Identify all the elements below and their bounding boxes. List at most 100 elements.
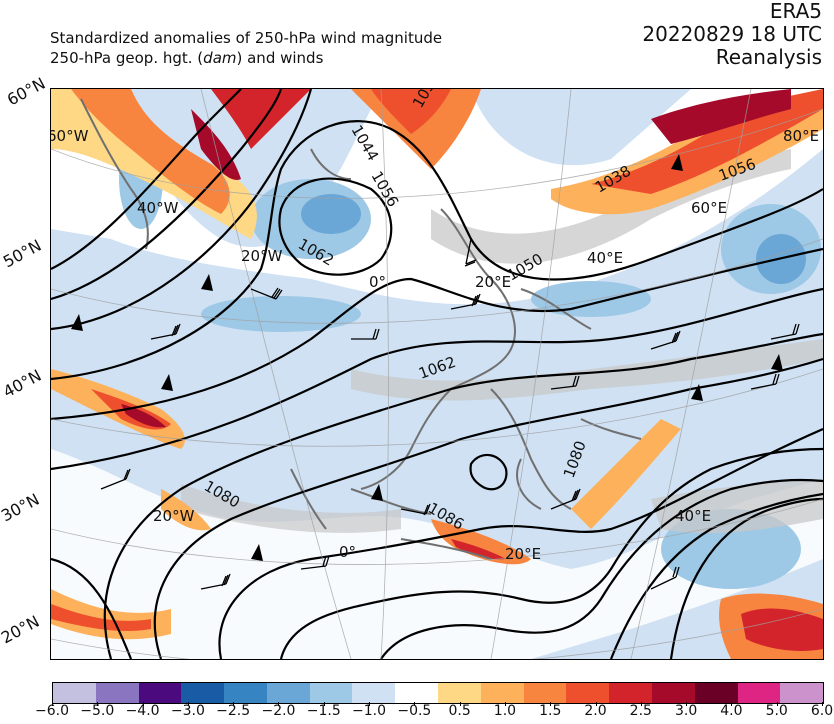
wind-pennant — [371, 484, 383, 501]
map-svg: 60°W 40°W 20°W 0° 20°E 40°E 60°E 80°E 20… — [51, 89, 823, 659]
colorbar-swatch — [95, 683, 139, 703]
lon-label-20e: 20°E — [475, 273, 511, 291]
graticule-line — [200, 89, 352, 659]
colorbar-swatch — [609, 683, 652, 703]
colorbar — [52, 682, 824, 704]
colorbar-tickmark — [52, 702, 53, 706]
jet-anomaly-core — [371, 89, 451, 134]
wind-barb — [770, 323, 800, 340]
contour-line — [51, 287, 823, 471]
title-unit: dam — [203, 49, 237, 67]
colorbar-tickmark — [686, 702, 688, 706]
colorbar-tick-label: 2.0 — [584, 703, 607, 719]
chart-info: ERA5 20220829 18 UTC Reanalysis — [642, 0, 822, 69]
wind-pennant — [671, 154, 683, 171]
colorbar-tick-label: 1.5 — [539, 703, 562, 719]
jet-anomaly-region — [161, 489, 211, 531]
colorbar-tickmark — [97, 702, 99, 706]
product-type: Reanalysis — [715, 45, 822, 69]
wind-barb — [150, 323, 181, 340]
lat-label-50n: 50°N — [0, 235, 45, 272]
colorbar-tick-label: −4.0 — [125, 703, 160, 719]
colorbar-tick-label: −0.5 — [397, 703, 432, 719]
jet-anomaly-region — [571, 419, 681, 529]
wind-barb — [650, 330, 681, 350]
graticule-line — [630, 89, 752, 659]
colorbar-swatch — [266, 683, 310, 703]
contour-line — [153, 357, 823, 659]
wind-pennant — [771, 354, 783, 371]
colorbar-tickmark — [459, 702, 461, 706]
wind-barb — [550, 488, 581, 510]
anomaly-patch — [531, 281, 651, 317]
lat-label-40n: 40°N — [0, 365, 45, 402]
colorbar-swatch — [523, 683, 567, 703]
colorbar-tick-label: 5.0 — [765, 703, 788, 719]
jet-anomaly-core — [651, 89, 791, 144]
contour-closed-high — [278, 177, 393, 276]
contour-line — [380, 478, 823, 659]
valid-datetime: 20220829 18 UTC — [642, 22, 822, 46]
wind-barb — [400, 503, 431, 516]
lon-label-60e: 60°E — [691, 199, 727, 217]
jet-anomaly-core — [741, 608, 823, 651]
graticule-line — [380, 89, 389, 659]
colorbar-tick-label: 1.0 — [493, 703, 517, 719]
colorbar-tick-label: −2.5 — [216, 703, 251, 719]
colorbar-tick-label: −1.5 — [306, 703, 341, 719]
height-shade-band — [181, 484, 401, 533]
colorbar-swatch — [480, 683, 524, 703]
colorbar-swatch — [780, 683, 824, 703]
contour-line — [218, 427, 823, 659]
graticule-line — [51, 608, 823, 659]
contour-line — [51, 557, 133, 659]
lon-label-0-south: 0° — [339, 543, 356, 561]
colorbar-tick-label: 3.0 — [674, 703, 698, 719]
contour-line — [669, 497, 823, 659]
wind-barb — [250, 287, 283, 300]
contour-line — [609, 492, 823, 659]
colorbar-swatch — [53, 683, 96, 703]
graticule-line — [51, 108, 823, 199]
wind-barb — [300, 555, 330, 570]
jet-anomaly-core — [51, 604, 151, 631]
lon-label-20e-south: 20°E — [505, 545, 541, 563]
wind-barb — [464, 238, 477, 267]
wind-barb — [351, 328, 380, 340]
colorbar-tick-label: −3.0 — [170, 703, 205, 719]
lon-label-40e: 40°E — [587, 249, 623, 267]
wind-barb — [750, 373, 780, 390]
contour-line — [51, 247, 823, 421]
height-contours — [51, 89, 823, 659]
colorbar-swatch — [395, 683, 439, 703]
title-line-1: Standardized anomalies of 250-hPa wind m… — [50, 29, 443, 47]
jet-anomaly-region — [431, 519, 531, 565]
lon-label-0: 0° — [369, 273, 386, 291]
wind-barb — [100, 468, 131, 490]
wind-barb — [450, 293, 481, 310]
title-line-2: 250-hPa geop. hgt. (dam) and winds — [50, 48, 442, 68]
lat-label-20n: 20°N — [0, 611, 43, 648]
colorbar-swatch — [309, 683, 353, 703]
title-line-2-prefix: 250-hPa geop. hgt. ( — [50, 49, 204, 67]
wind-barb — [550, 375, 580, 390]
map-panel[interactable]: 60°W 40°W 20°W 0° 20°E 40°E 60°E 80°E 20… — [50, 88, 824, 660]
colorbar-tickmark — [504, 702, 506, 706]
colorbar-swatch — [566, 683, 610, 703]
colorbar-swatch — [651, 683, 695, 703]
wind-pennant — [161, 374, 173, 391]
contour-line — [279, 447, 823, 659]
contour-line — [51, 89, 242, 270]
colorbar-tick-label: 2.5 — [629, 703, 652, 719]
colorbar-swatch — [737, 683, 781, 703]
colorbar-swatch — [181, 683, 225, 703]
colorbar-tickmark — [776, 702, 778, 706]
colorbar-tickmark — [187, 702, 189, 706]
colorbar-tickmark — [233, 702, 235, 706]
colorbar-tickmark — [640, 702, 642, 706]
colorbar-swatch — [138, 683, 182, 703]
lon-label-40w: 40°W — [137, 199, 179, 217]
contour-closed-low — [469, 453, 508, 491]
neutral-region-south — [51, 449, 823, 659]
colorbar-tickmark — [369, 702, 371, 706]
